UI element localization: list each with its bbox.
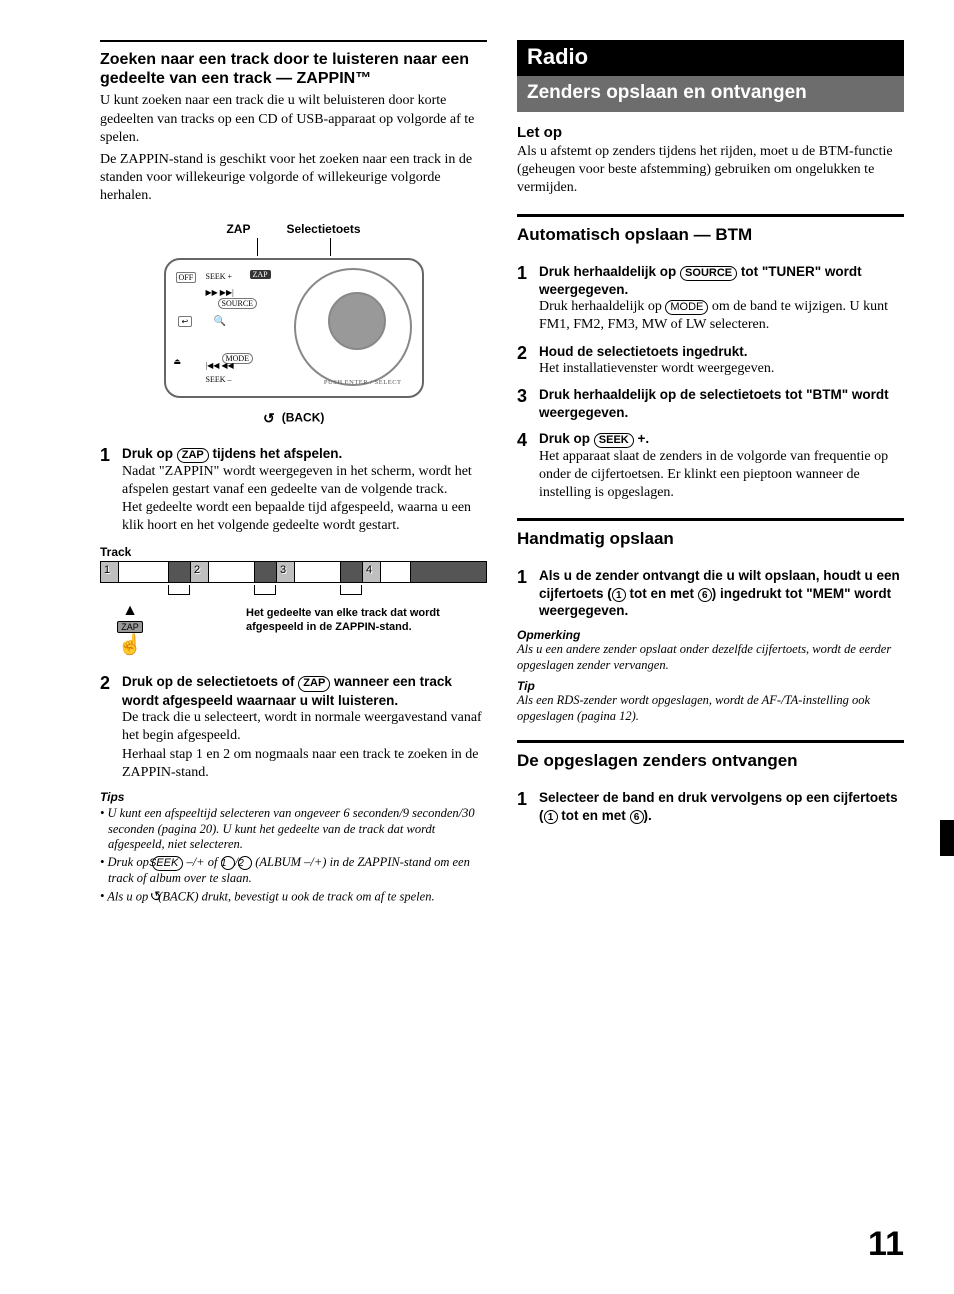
rule bbox=[100, 40, 487, 42]
fig-label-select: Selectietoets bbox=[286, 222, 360, 236]
btm-step-num-1: 1 bbox=[517, 263, 539, 284]
receive-heading: De opgeslagen zenders ontvangen bbox=[517, 751, 904, 771]
zappin-title: Zoeken naar een track door te luisteren … bbox=[100, 50, 487, 88]
step1-body2: Het gedeelte wordt een bepaalde tijd afg… bbox=[122, 499, 487, 535]
tip-heading: Tip bbox=[517, 679, 904, 693]
page-edge-tab bbox=[940, 820, 954, 856]
btm-step1-bold: Druk herhaaldelijk op SOURCE tot "TUNER"… bbox=[539, 263, 904, 299]
device-back-icon: ↩ bbox=[178, 316, 193, 327]
zappin-p2: De ZAPPIN-stand is geschikt voor het zoe… bbox=[100, 151, 487, 206]
manual-step-bold: Als u de zender ontvangt die u wilt opsl… bbox=[539, 567, 904, 620]
recv-step-bold: Selecteer de band en druk vervolgens op … bbox=[539, 789, 904, 824]
step1-body1: Nadat "ZAPPIN" wordt weergegeven in het … bbox=[122, 463, 487, 499]
btm-step-num-3: 3 bbox=[517, 386, 539, 407]
up-arrow-icon: ▲ bbox=[100, 603, 160, 619]
page-number: 11 bbox=[868, 1225, 904, 1264]
device-off: OFF bbox=[176, 272, 197, 283]
recv-step-num-1: 1 bbox=[517, 789, 539, 810]
note-heading: Opmerking bbox=[517, 628, 904, 642]
step-num-1: 1 bbox=[100, 445, 122, 466]
zappin-p1: U kunt zoeken naar een track die u wilt … bbox=[100, 92, 487, 147]
device-seek-minus: SEEK – bbox=[206, 375, 232, 384]
manual-step-num-1: 1 bbox=[517, 567, 539, 588]
manual-heading: Handmatig opslaan bbox=[517, 529, 904, 549]
zappin-caption: Het gedeelte van elke track dat wordt af… bbox=[246, 607, 487, 635]
device-dial bbox=[294, 268, 412, 386]
device-source: SOURCE bbox=[218, 298, 258, 309]
btm-step2-bold: Houd de selectietoets ingedrukt. bbox=[539, 343, 904, 361]
radio-title: Radio bbox=[527, 44, 588, 69]
step2-body1: De track die u selecteert, wordt in norm… bbox=[122, 709, 487, 745]
device-push-enter: PUSH ENTER / SELECT bbox=[324, 379, 402, 386]
btm-step1-body: Druk herhaaldelijk op MODE om de band te… bbox=[539, 298, 904, 334]
back-arrow-icon: ↻ bbox=[263, 410, 275, 427]
step2-bold: Druk op de selectietoets of ZAP wanneer … bbox=[122, 673, 487, 709]
btm-step4-body: Het apparaat slaat de zenders in de volg… bbox=[539, 448, 904, 503]
tips-list: U kunt een afspeeltijd selecteren van on… bbox=[100, 806, 487, 906]
btm-step2-body: Het installatievenster wordt weergegeven… bbox=[539, 360, 904, 378]
right-column: Radio Zenders opslaan en ontvangen Let o… bbox=[517, 40, 904, 908]
btm-step-num-2: 2 bbox=[517, 343, 539, 364]
seek-button-label: SEEK bbox=[594, 433, 634, 448]
device-rw-icon: |◀◀ ◀◀ bbox=[206, 361, 234, 370]
back-caption: ↻ (BACK) bbox=[164, 410, 424, 427]
track-bar: 1 2 3 4 bbox=[100, 561, 487, 583]
step-num-2: 2 bbox=[100, 673, 122, 694]
rule-thick-3 bbox=[517, 740, 904, 743]
storing-band: Zenders opslaan en ontvangen bbox=[517, 76, 904, 112]
hand-row: ▲ ZAP ☝ Het gedeelte van elke track dat … bbox=[100, 603, 487, 655]
source-button-label: SOURCE bbox=[680, 266, 737, 281]
device-zap: ZAP bbox=[250, 270, 271, 279]
storing-title: Zenders opslaan en ontvangen bbox=[527, 82, 807, 103]
note-body: Als u een andere zender opslaat onder de… bbox=[517, 642, 904, 673]
step1-bold: Druk op ZAP tijdens het afspelen. bbox=[122, 445, 487, 463]
device-eject-icon: ⏏ bbox=[174, 357, 182, 366]
device-figure: ZAP Selectietoets OFF SEEK + ▶▶ ▶▶| ZAP … bbox=[164, 222, 424, 427]
track-brackets bbox=[100, 585, 487, 599]
zap-button-label: ZAP bbox=[177, 448, 209, 463]
btm-step-num-4: 4 bbox=[517, 430, 539, 451]
zap-chip: ZAP bbox=[117, 621, 143, 633]
rule-thick-2 bbox=[517, 518, 904, 521]
radio-band: Radio bbox=[517, 40, 904, 76]
tips-heading: Tips bbox=[100, 790, 487, 804]
zap-button-label2: ZAP bbox=[298, 676, 330, 691]
caution-heading: Let op bbox=[517, 124, 904, 141]
device-search-icon: 🔍 bbox=[214, 316, 226, 327]
btm-step4-bold: Druk op SEEK +. bbox=[539, 430, 904, 448]
step2-body2: Herhaal stap 1 en 2 om nogmaals naar een… bbox=[122, 746, 487, 782]
tip-3: Als u op ↻ (BACK) drukt, bevestigt u ook… bbox=[100, 889, 487, 907]
mode-button-label: MODE bbox=[665, 300, 708, 315]
back-arrow-icon-inline: ↻ bbox=[151, 889, 155, 907]
btm-step3-bold: Druk herhaaldelijk op de selectietoets t… bbox=[539, 386, 904, 421]
tip-body: Als een RDS-zender wordt opgeslagen, wor… bbox=[517, 693, 904, 724]
left-column: Zoeken naar een track door te luisteren … bbox=[100, 40, 487, 908]
rule-thick bbox=[517, 214, 904, 217]
track-label: Track bbox=[100, 545, 487, 559]
back-caption-text: (BACK) bbox=[282, 410, 325, 424]
device-ff-icon: ▶▶ ▶▶| bbox=[206, 288, 234, 297]
tip-2: Druk op SEEK –/+ of 1/2 (ALBUM –/+) in d… bbox=[100, 855, 487, 887]
fig-label-zap: ZAP bbox=[226, 222, 250, 236]
tip-1: U kunt een afspeeltijd selecteren van on… bbox=[100, 806, 487, 853]
hand-icon: ☝ bbox=[100, 635, 160, 655]
btm-heading: Automatisch opslaan — BTM bbox=[517, 225, 904, 245]
device-seek-plus: SEEK + bbox=[206, 272, 233, 281]
caution-body: Als u afstemt op zenders tijdens het rij… bbox=[517, 143, 904, 198]
